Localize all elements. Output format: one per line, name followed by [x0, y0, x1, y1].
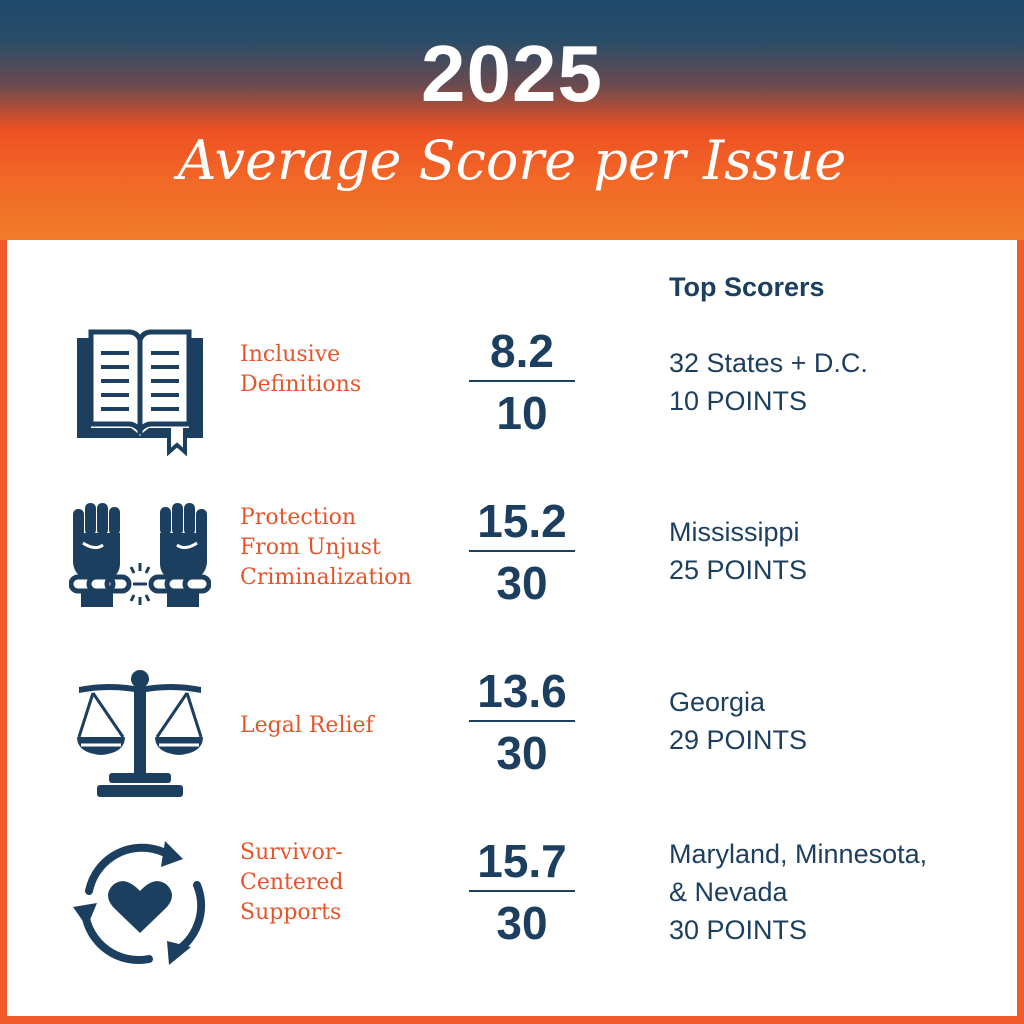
header-title: Average Score per Issue [177, 129, 847, 192]
issue-label: Protection From Unjust Criminalization [240, 505, 412, 590]
score-fraction: 15.7 30 [469, 836, 575, 948]
issue-label: Legal Relief [240, 713, 374, 738]
fraction-divider [469, 890, 575, 892]
max-score: 30 [496, 557, 548, 609]
score-fraction: 15.2 30 [469, 496, 575, 608]
issue-label: Survivor- Centered Supports [240, 840, 344, 925]
score-fraction: 8.2 10 [469, 326, 575, 438]
scales-of-justice-icon [69, 663, 211, 805]
average-score: 15.7 [477, 835, 567, 887]
top-scorer: Georgia 29 POINTS [669, 687, 808, 755]
scores-panel: Top Scorers Inclusive Definition [7, 240, 1017, 1016]
max-score: 30 [496, 897, 548, 949]
open-book-icon [69, 320, 211, 462]
average-score: 8.2 [490, 325, 554, 377]
max-score: 30 [496, 727, 548, 779]
score-fraction: 13.6 30 [469, 666, 575, 778]
heart-cycle-icon [69, 833, 211, 975]
top-scorer: Mississippi 25 POINTS [669, 517, 808, 585]
issue-label: Inclusive Definitions [240, 342, 362, 397]
fraction-divider [469, 550, 575, 552]
issue-row-protection-from-unjust-criminalization: Protection From Unjust Criminalization 1… [7, 485, 1017, 635]
top-scorers-heading: Top Scorers [669, 272, 825, 302]
max-score: 10 [496, 387, 548, 439]
issue-row-legal-relief: Legal Relief 13.6 30 Georgia 29 POINTS [7, 655, 1017, 805]
issue-row-survivor-centered-supports: Survivor- Centered Supports 15.7 30 Mary… [7, 825, 1017, 1005]
header-year: 2025 [421, 29, 603, 118]
average-score: 15.2 [477, 495, 567, 547]
fraction-divider [469, 380, 575, 382]
header-banner: 2025 Average Score per Issue [0, 0, 1024, 240]
top-scorer: 32 States + D.C. 10 POINTS [669, 348, 868, 416]
issue-row-inclusive-definitions: Inclusive Definitions 8.2 10 32 States +… [7, 310, 1017, 460]
fraction-divider [469, 720, 575, 722]
broken-chain-fists-icon [69, 493, 211, 635]
top-scorer: Maryland, Minnesota, & Nevada 30 POINTS [669, 839, 928, 945]
average-score: 13.6 [477, 665, 567, 717]
